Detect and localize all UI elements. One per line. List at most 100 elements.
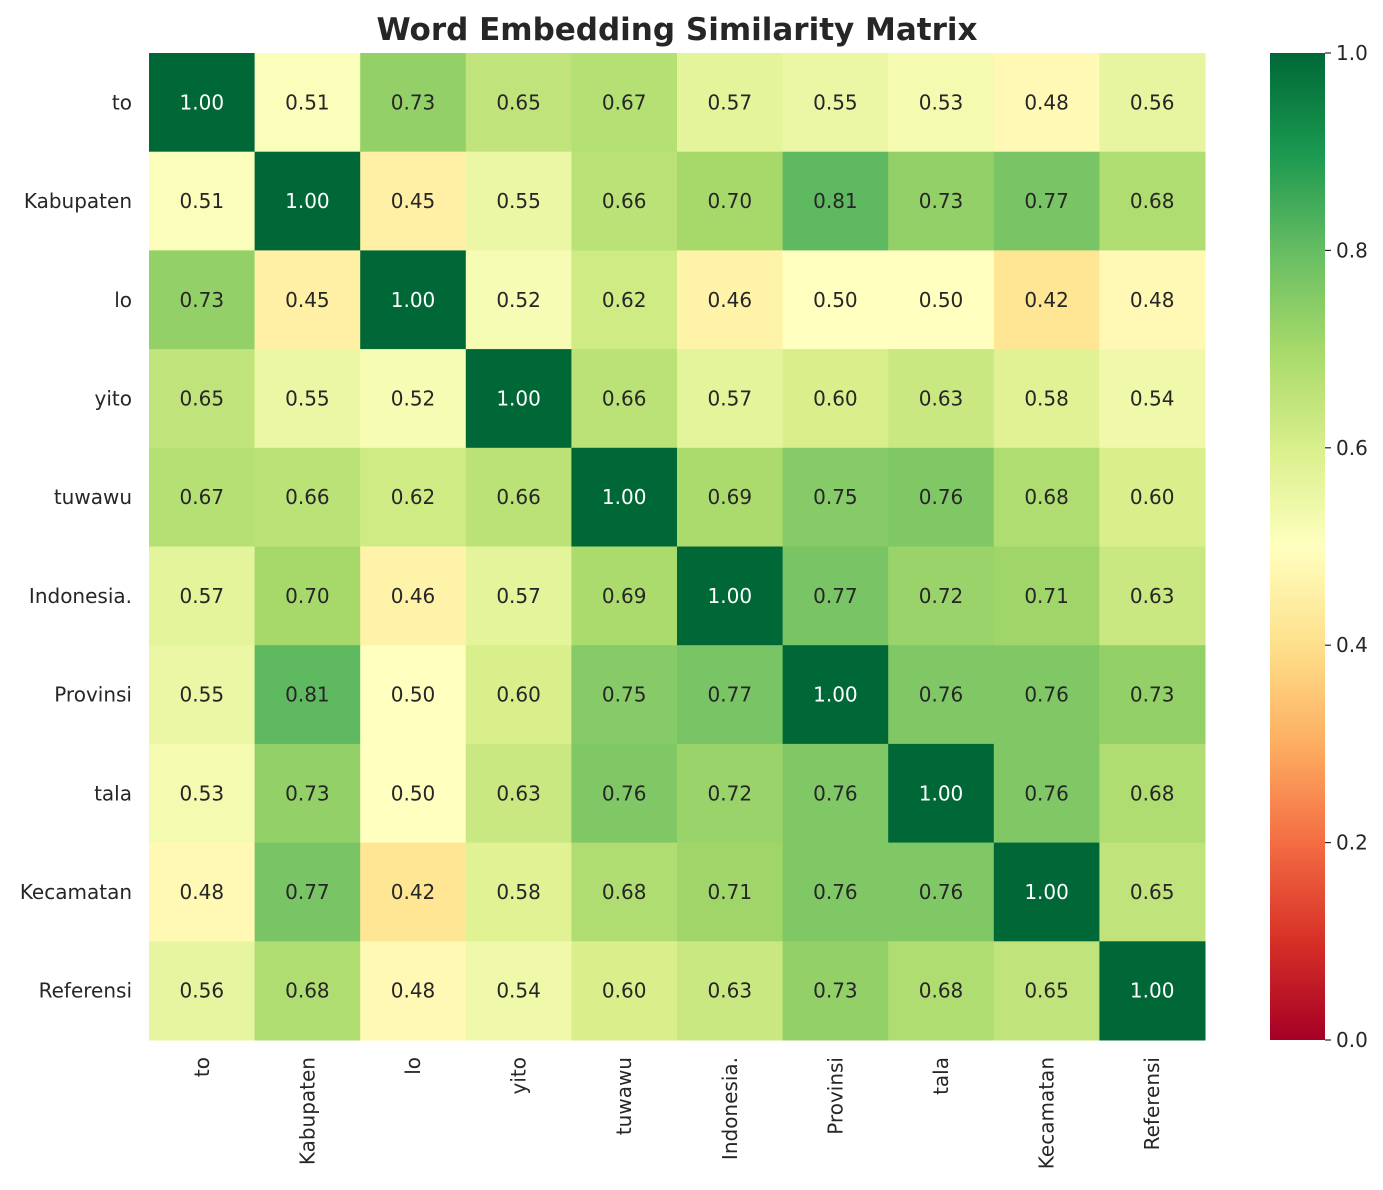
cell-annotation: 0.73 xyxy=(813,979,858,1003)
y-tick-label: to xyxy=(112,90,132,114)
cell-annotation: 0.56 xyxy=(180,979,225,1003)
heatmap-cells: 1.00 0.51 0.73 0.65 0.67 0.57 0.55 0.53 0.48 0.56… xyxy=(149,53,1206,1041)
cell-annotation: 0.48 xyxy=(1130,288,1175,312)
heatmap-cell xyxy=(1099,250,1206,350)
cell-annotation: 0.48 xyxy=(180,880,225,904)
cell-annotation: 0.58 xyxy=(496,880,541,904)
cell-annotation: 0.45 xyxy=(285,288,330,312)
x-tick-label: tuwawu xyxy=(612,1057,636,1135)
cell-annotation: 0.63 xyxy=(919,386,964,410)
heatmap-cell xyxy=(360,941,467,1041)
heatmap-cell xyxy=(1099,349,1206,449)
heatmap-cell xyxy=(1099,842,1206,942)
heatmap-cell xyxy=(1099,645,1206,745)
heatmap-cell xyxy=(149,546,256,646)
cell-annotation: 0.62 xyxy=(391,485,436,509)
heatmap-cell xyxy=(782,250,889,350)
cell-annotation: 0.76 xyxy=(813,880,858,904)
cell-annotation: 1.00 xyxy=(1130,979,1175,1003)
heatmap-cell xyxy=(1099,546,1206,646)
cell-annotation: 1.00 xyxy=(391,288,436,312)
heatmap-cell xyxy=(149,941,256,1041)
heatmap-cell xyxy=(888,250,995,350)
cell-annotation: 0.73 xyxy=(391,90,436,114)
cell-annotation: 0.63 xyxy=(1130,584,1175,608)
cell-annotation: 0.70 xyxy=(708,189,753,213)
cell-annotation: 0.73 xyxy=(919,189,964,213)
cell-annotation: 0.46 xyxy=(708,288,753,312)
y-tick-label: tuwawu xyxy=(54,485,132,509)
cell-annotation: 0.77 xyxy=(1024,189,1069,213)
heatmap-cell xyxy=(677,349,784,449)
heatmap-cell xyxy=(465,151,572,251)
cell-annotation: 0.57 xyxy=(180,584,225,608)
cell-annotation: 0.56 xyxy=(1130,90,1175,114)
cell-annotation: 1.00 xyxy=(496,386,541,410)
colorbar-ticks: 0.0 0.2 0.4 0.6 0.8 1.0 xyxy=(1325,41,1368,1052)
heatmap-cell xyxy=(254,941,361,1041)
cell-annotation: 0.55 xyxy=(813,90,858,114)
colorbar-tick-label: 0.0 xyxy=(1336,1028,1368,1052)
cell-annotation: 0.69 xyxy=(708,485,753,509)
cell-annotation: 0.55 xyxy=(496,189,541,213)
heatmap-cell xyxy=(571,151,678,251)
cell-annotation: 0.62 xyxy=(602,288,647,312)
cell-annotation: 0.45 xyxy=(391,189,436,213)
heatmap-cell xyxy=(888,447,995,547)
heatmap-cell xyxy=(782,546,889,646)
heatmap-cell xyxy=(254,743,361,844)
heatmap-cell xyxy=(782,53,889,153)
cell-annotation: 0.68 xyxy=(285,979,330,1003)
heatmap-cell xyxy=(254,151,361,251)
cell-annotation: 0.66 xyxy=(285,485,330,509)
heatmap-cell xyxy=(360,349,467,449)
heatmap-cell xyxy=(993,645,1100,745)
cell-annotation: 0.68 xyxy=(602,880,647,904)
cell-annotation: 0.52 xyxy=(391,386,436,410)
heatmap-cell xyxy=(993,743,1100,844)
heatmap-cell xyxy=(360,645,467,745)
cell-annotation: 0.60 xyxy=(496,683,541,707)
cell-annotation: 1.00 xyxy=(285,189,330,213)
colorbar-tick-label: 0.8 xyxy=(1336,238,1368,262)
heatmap-cell xyxy=(360,53,467,153)
y-tick-label: Indonesia. xyxy=(29,584,132,608)
heatmap-cell xyxy=(465,743,572,844)
heatmap-cell xyxy=(571,546,678,646)
chart-title: Word Embedding Similarity Matrix xyxy=(376,12,977,48)
heatmap-cell xyxy=(149,645,256,745)
heatmap-cell xyxy=(360,447,467,547)
y-tick-label: Referensi xyxy=(39,979,132,1003)
cell-annotation: 0.67 xyxy=(180,485,225,509)
heatmap-cell xyxy=(1099,447,1206,547)
heatmap-cell xyxy=(677,941,784,1041)
heatmap-cell xyxy=(465,645,572,745)
heatmap-cell xyxy=(677,842,784,942)
heatmap-cell xyxy=(254,53,361,153)
cell-annotation: 0.73 xyxy=(1130,683,1175,707)
cell-annotation: 0.68 xyxy=(1024,485,1069,509)
cell-annotation: 0.63 xyxy=(708,979,753,1003)
heatmap-cell xyxy=(782,842,889,942)
heatmap-cell xyxy=(888,743,995,844)
cell-annotation: 0.57 xyxy=(708,90,753,114)
x-tick-label: Kecamatan xyxy=(1035,1057,1059,1169)
x-tick-label: tala xyxy=(929,1057,953,1095)
x-tick-label: Provinsi xyxy=(823,1057,847,1135)
cell-annotation: 0.65 xyxy=(1024,979,1069,1003)
heatmap-cell xyxy=(888,546,995,646)
heatmap-cell xyxy=(254,645,361,745)
heatmap-cell xyxy=(993,941,1100,1041)
heatmap-cell xyxy=(888,842,995,942)
heatmap-cell xyxy=(360,151,467,251)
cell-annotation: 0.76 xyxy=(1024,683,1069,707)
x-tick-label: to xyxy=(190,1057,214,1077)
cell-annotation: 0.51 xyxy=(285,90,330,114)
heatmap-cell xyxy=(993,546,1100,646)
cell-annotation: 0.81 xyxy=(813,189,858,213)
heatmap-cell xyxy=(149,447,256,547)
heatmap-cell xyxy=(465,250,572,350)
cell-annotation: 0.60 xyxy=(813,386,858,410)
heatmap-cell xyxy=(149,842,256,942)
colorbar-tick-label: 0.6 xyxy=(1336,436,1368,460)
